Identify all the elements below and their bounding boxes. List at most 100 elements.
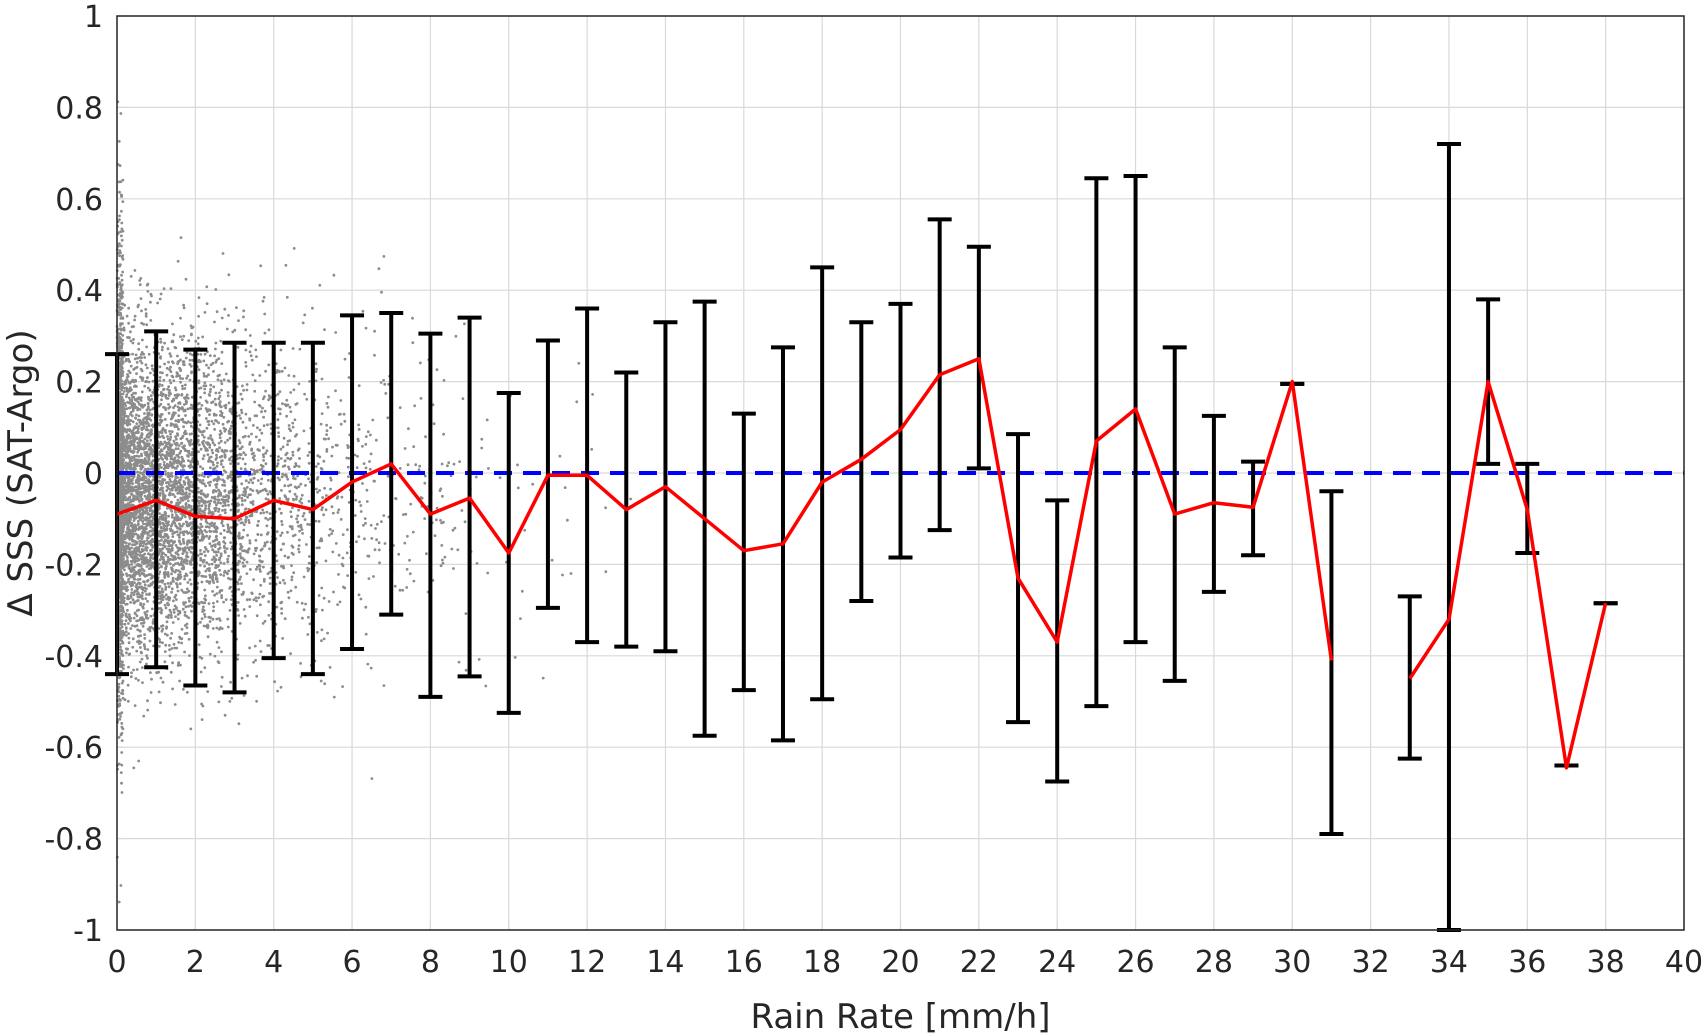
scatter-point: [226, 474, 230, 478]
scatter-point: [460, 509, 464, 512]
scatter-point: [262, 577, 266, 581]
scatter-point: [219, 339, 223, 343]
scatter-point: [144, 308, 148, 311]
scatter-point: [129, 364, 133, 368]
scatter-point: [188, 358, 192, 362]
scatter-point: [148, 388, 152, 392]
scatter-point: [189, 421, 193, 425]
scatter-point: [123, 488, 127, 492]
scatter-point: [140, 390, 144, 394]
scatter-point: [284, 473, 288, 477]
scatter-point: [150, 424, 154, 427]
scatter-point: [140, 622, 143, 625]
scatter-point: [166, 633, 169, 637]
scatter-point: [199, 360, 202, 364]
scatter-point: [498, 476, 502, 480]
scatter-point: [197, 601, 200, 605]
scatter-point: [190, 480, 193, 484]
scatter-point: [214, 419, 217, 422]
scatter-point: [237, 319, 240, 322]
scatter-point: [188, 362, 192, 366]
scatter-point: [240, 411, 244, 415]
scatter-point: [131, 420, 135, 424]
scatter-point: [143, 384, 147, 388]
scatter-point: [371, 418, 375, 422]
scatter-point: [413, 404, 417, 408]
scatter-point: [207, 563, 211, 566]
scatter-point: [138, 438, 141, 441]
scatter-point: [173, 570, 177, 574]
scatter-point: [246, 495, 250, 499]
scatter-point: [220, 362, 224, 365]
scatter-point: [223, 453, 227, 457]
scatter-point: [204, 417, 208, 420]
scatter-point: [206, 624, 210, 628]
scatter-point: [161, 598, 165, 601]
scatter-point: [382, 378, 385, 382]
scatter-point: [329, 487, 332, 491]
scatter-point: [238, 456, 242, 460]
scatter-point: [292, 497, 295, 501]
scatter-point: [144, 516, 148, 520]
scatter-point: [220, 454, 224, 458]
scatter-point: [417, 468, 421, 472]
scatter-point: [258, 567, 262, 571]
scatter-point: [141, 465, 145, 469]
scatter-point: [147, 520, 151, 523]
scatter-point: [168, 654, 172, 658]
scatter-point: [178, 527, 182, 531]
scatter-point: [302, 512, 306, 515]
scatter-point: [210, 401, 214, 404]
scatter-point: [370, 777, 374, 780]
scatter-point: [339, 518, 343, 521]
scatter-point: [330, 505, 334, 509]
scatter-point: [131, 434, 135, 438]
scatter-point: [297, 550, 301, 554]
scatter-point: [145, 531, 149, 535]
scatter-point: [359, 504, 363, 507]
scatter-point: [244, 364, 248, 368]
scatter-point: [146, 573, 150, 577]
scatter-point: [172, 608, 176, 612]
scatter-point: [183, 492, 187, 495]
scatter-point: [331, 529, 335, 533]
scatter-point: [163, 429, 167, 432]
scatter-point: [165, 620, 169, 624]
scatter-point: [168, 493, 172, 497]
scatter-point: [127, 406, 131, 410]
scatter-point: [292, 374, 296, 378]
scatter-point: [215, 600, 219, 603]
scatter-point: [231, 330, 235, 334]
scatter-point: [295, 517, 298, 521]
scatter-point: [336, 603, 339, 606]
scatter-point: [132, 601, 136, 605]
scatter-point: [146, 511, 150, 515]
scatter-point: [218, 568, 222, 572]
scatter-point: [569, 572, 573, 575]
scatter-point: [461, 397, 465, 400]
scatter-point: [263, 395, 266, 398]
scatter-point: [249, 344, 253, 348]
scatter-point: [316, 462, 320, 466]
scatter-point: [174, 607, 178, 610]
scatter-point: [167, 558, 171, 562]
scatter-point: [197, 504, 201, 507]
scatter-point: [189, 453, 193, 456]
scatter-point: [237, 531, 241, 535]
scatter-point: [244, 328, 248, 332]
scatter-point: [397, 552, 401, 556]
scatter-point: [277, 435, 281, 438]
scatter-point: [207, 436, 211, 440]
scatter-point: [128, 519, 132, 522]
scatter-point: [168, 608, 172, 612]
scatter-point: [298, 529, 301, 533]
scatter-point: [124, 386, 128, 390]
scatter-point: [214, 507, 218, 510]
scatter-point: [244, 490, 248, 494]
scatter-point: [204, 594, 207, 598]
scatter-point: [147, 424, 151, 428]
scatter-point: [208, 354, 212, 357]
scatter-point: [185, 437, 189, 441]
scatter-point: [205, 401, 209, 404]
scatter-point: [177, 556, 180, 559]
